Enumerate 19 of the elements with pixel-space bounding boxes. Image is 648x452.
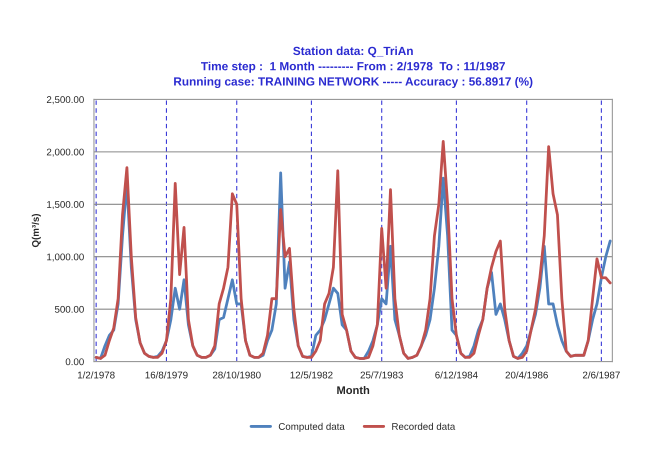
x-axis-title: Month: [337, 386, 370, 394]
legend-label: Recorded data: [392, 422, 456, 430]
x-tick-label: 12/5/1982: [290, 371, 333, 378]
x-tick-label: 6/12/1984: [435, 371, 478, 378]
y-tick-label: 1,500.00: [47, 201, 84, 210]
x-tick-label: 25/7/1983: [360, 371, 403, 378]
y-axis-title: Q(m³/s): [32, 214, 41, 248]
x-tick-label: 2/6/1987: [582, 371, 620, 378]
x-tick-label: 1/2/1978: [78, 371, 115, 378]
y-tick-label: 1,000.00: [47, 253, 84, 262]
y-tick-label: 0.00: [66, 358, 84, 366]
x-tick-label: 28/10/1980: [212, 371, 261, 378]
y-tick-label: 2,500.00: [46, 96, 84, 104]
chart-title: Station data: Q_TriAn Time step : 1 Month --------- From : 2/1978 To : 11/1987 Running case: TRAINING NETWORK ----- Accuracy : 56.8917 (%): [174, 46, 532, 88]
legend-label: Computed data: [278, 422, 345, 432]
x-tick-label: 20/4/1986: [506, 371, 548, 378]
x-tick-label: 16/8/1979: [146, 371, 188, 378]
y-tick-label: 500.00: [54, 306, 84, 313]
y-tick-label: 2,000.00: [46, 148, 84, 157]
